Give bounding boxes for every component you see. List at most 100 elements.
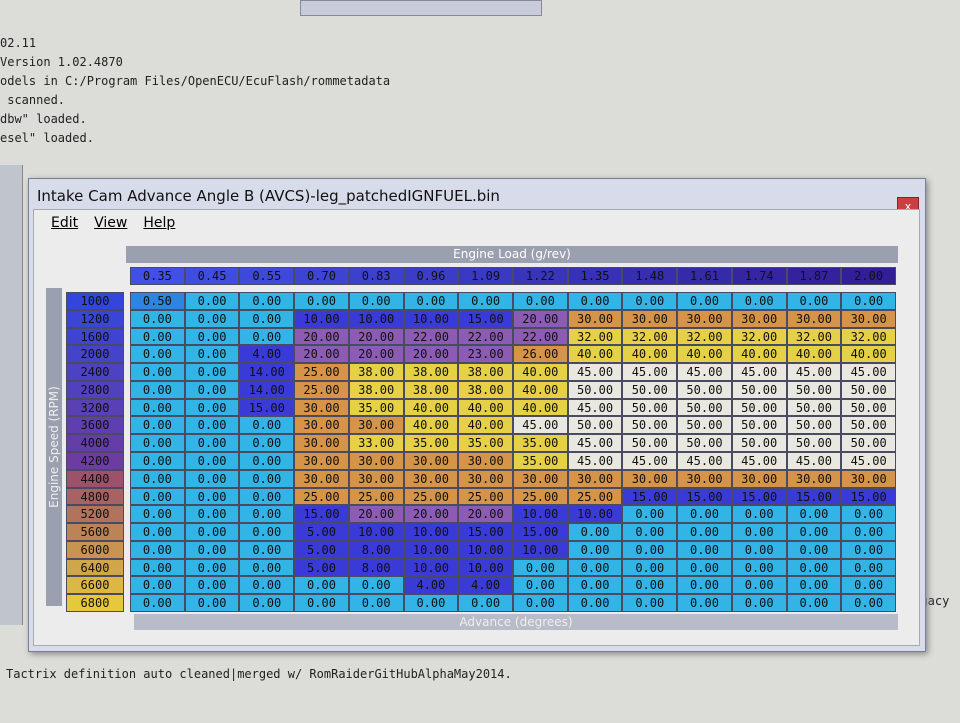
table-cell[interactable]: 45.00 [622, 452, 678, 470]
table-cell[interactable]: 10.00 [294, 309, 349, 328]
table-cell[interactable]: 0.00 [622, 594, 678, 612]
table-cell[interactable]: 0.00 [239, 523, 295, 541]
table-cell[interactable]: 0.00 [294, 292, 349, 310]
table-cell[interactable]: 40.00 [567, 345, 623, 364]
table-cell[interactable]: 0.00 [513, 594, 568, 612]
table-cell[interactable]: 0.00 [677, 540, 732, 559]
table-cell[interactable]: 25.00 [513, 487, 568, 506]
table-cell[interactable]: 20.00 [403, 505, 459, 524]
table-cell[interactable]: 10.00 [458, 558, 513, 577]
table-cell[interactable]: 45.00 [567, 363, 623, 381]
table-cell[interactable]: 50.00 [622, 416, 678, 435]
table-cell[interactable]: 30.00 [841, 469, 896, 488]
table-cell[interactable]: 0.00 [677, 523, 732, 541]
table-cell[interactable]: 0.00 [184, 576, 240, 595]
table-cell[interactable]: 15.00 [458, 523, 513, 541]
table-cell[interactable]: 0.00 [239, 434, 295, 452]
table-cell[interactable]: 8.00 [348, 558, 404, 577]
table-cell[interactable]: 50.00 [677, 398, 732, 417]
table-cell[interactable]: 0.00 [567, 594, 623, 612]
table-cell[interactable]: 20.00 [513, 309, 568, 328]
table-cell[interactable]: 4.00 [239, 345, 295, 364]
table-cell[interactable]: 0.00 [184, 345, 240, 364]
menu-item[interactable]: Edit [51, 215, 79, 231]
table-cell[interactable]: 25.00 [567, 487, 623, 506]
table-cell[interactable]: 45.00 [786, 363, 842, 381]
table-cell[interactable]: 5.00 [294, 540, 349, 559]
table-cell[interactable]: 0.00 [294, 576, 349, 595]
table-cell[interactable]: 0.50 [130, 292, 185, 310]
table-cell[interactable]: 15.00 [294, 505, 349, 524]
table-cell[interactable]: 14.00 [239, 380, 295, 399]
table-cell[interactable]: 38.00 [458, 363, 513, 381]
table-cell[interactable]: 0.00 [184, 434, 240, 452]
table-cell[interactable]: 15.00 [677, 487, 732, 506]
table-cell[interactable]: 32.00 [622, 327, 678, 346]
table-cell[interactable]: 0.00 [294, 594, 349, 612]
table-cell[interactable]: 0.00 [130, 487, 185, 506]
table-cell[interactable]: 50.00 [731, 416, 787, 435]
table-cell[interactable]: 40.00 [458, 398, 513, 417]
table-cell[interactable]: 50.00 [841, 416, 896, 435]
table-cell[interactable]: 32.00 [567, 327, 623, 346]
table-cell[interactable]: 20.00 [458, 505, 513, 524]
table-cell[interactable]: 0.00 [130, 540, 185, 559]
table-cell[interactable]: 15.00 [458, 309, 513, 328]
table-cell[interactable]: 0.00 [567, 523, 623, 541]
table-cell[interactable]: 40.00 [841, 345, 896, 364]
table-cell[interactable]: 40.00 [513, 380, 568, 399]
table-cell[interactable]: 35.00 [513, 452, 568, 470]
table-cell[interactable]: 0.00 [184, 398, 240, 417]
table-cell[interactable]: 10.00 [403, 309, 459, 328]
table-cell[interactable]: 0.00 [239, 505, 295, 524]
table-cell[interactable]: 45.00 [841, 452, 896, 470]
table-cell[interactable]: 0.00 [513, 558, 568, 577]
table-cell[interactable]: 0.00 [239, 292, 295, 310]
table-cell[interactable]: 30.00 [677, 309, 732, 328]
table-cell[interactable]: 0.00 [239, 540, 295, 559]
table-cell[interactable]: 20.00 [294, 345, 349, 364]
table-cell[interactable]: 30.00 [294, 452, 349, 470]
table-cell[interactable]: 15.00 [622, 487, 678, 506]
table-cell[interactable]: 40.00 [513, 398, 568, 417]
table-cell[interactable]: 0.00 [130, 558, 185, 577]
table-cell[interactable]: 20.00 [294, 327, 349, 346]
table-cell[interactable]: 45.00 [677, 363, 732, 381]
table-cell[interactable]: 38.00 [403, 380, 459, 399]
table-cell[interactable]: 0.00 [239, 576, 295, 595]
table-cell[interactable]: 0.00 [239, 487, 295, 506]
table-cell[interactable]: 0.00 [513, 292, 568, 310]
table-cell[interactable]: 0.00 [677, 505, 732, 524]
table-cell[interactable]: 30.00 [731, 469, 787, 488]
table-cell[interactable]: 0.00 [239, 327, 295, 346]
table-cell[interactable]: 15.00 [731, 487, 787, 506]
table-cell[interactable]: 50.00 [622, 398, 678, 417]
table-cell[interactable]: 0.00 [403, 594, 459, 612]
table-cell[interactable]: 30.00 [677, 469, 732, 488]
table-cell[interactable]: 0.00 [677, 594, 732, 612]
table-cell[interactable]: 45.00 [567, 452, 623, 470]
table-cell[interactable]: 0.00 [677, 576, 732, 595]
table-cell[interactable]: 0.00 [622, 576, 678, 595]
table-cell[interactable]: 0.00 [239, 558, 295, 577]
table-cell[interactable]: 30.00 [294, 416, 349, 435]
table-cell[interactable]: 22.00 [403, 327, 459, 346]
table-cell[interactable]: 50.00 [841, 380, 896, 399]
table-cell[interactable]: 50.00 [622, 434, 678, 452]
table-cell[interactable]: 0.00 [731, 594, 787, 612]
table-cell[interactable]: 0.00 [130, 398, 185, 417]
table-cell[interactable]: 0.00 [677, 292, 732, 310]
table-cell[interactable]: 0.00 [130, 327, 185, 346]
table-cell[interactable]: 40.00 [403, 416, 459, 435]
table-cell[interactable]: 30.00 [567, 309, 623, 328]
table-cell[interactable]: 0.00 [567, 558, 623, 577]
table-cell[interactable]: 30.00 [458, 469, 513, 488]
table-cell[interactable]: 14.00 [239, 363, 295, 381]
table-cell[interactable]: 25.00 [403, 487, 459, 506]
table-cell[interactable]: 50.00 [567, 380, 623, 399]
table-cell[interactable]: 32.00 [786, 327, 842, 346]
table-cell[interactable]: 32.00 [731, 327, 787, 346]
table-cell[interactable]: 0.00 [130, 576, 185, 595]
table-cell[interactable]: 0.00 [130, 309, 185, 328]
table-cell[interactable]: 0.00 [184, 505, 240, 524]
